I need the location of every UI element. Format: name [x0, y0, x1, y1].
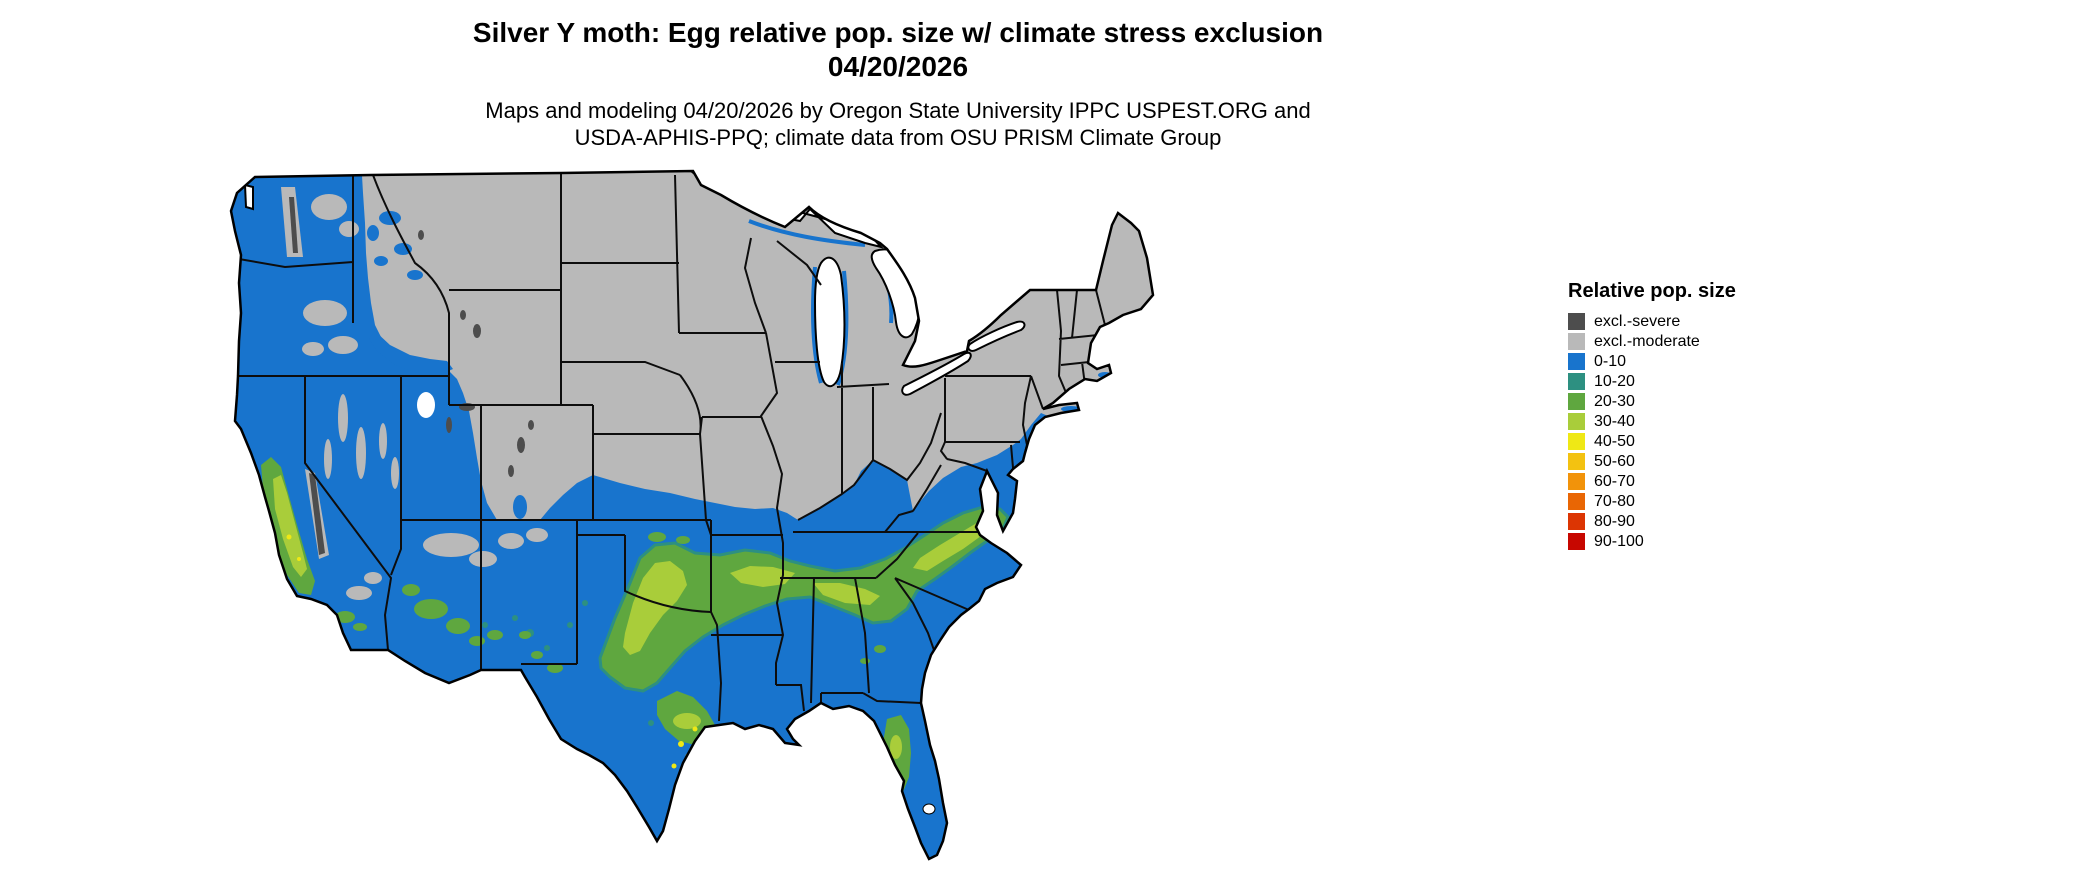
legend-swatch [1568, 353, 1585, 370]
legend-label: excl.-moderate [1594, 333, 1700, 350]
legend-label: 90-100 [1594, 533, 1644, 550]
legend: Relative pop. size excl.-severe excl.-mod… [1568, 280, 1788, 553]
legend-item-excl.-moderate: excl.-moderate [1568, 333, 1788, 350]
map-title-line1: Silver Y moth: Egg relative pop. size w/… [472, 17, 1324, 48]
map-title-date: 04/20/2026 [827, 51, 969, 82]
legend-item-70-80: 70-80 [1568, 493, 1788, 510]
legend-label: 60-70 [1594, 473, 1635, 490]
legend-swatch [1568, 533, 1585, 550]
legend-items: excl.-severe excl.-moderate 0-10 10-20 20-30… [1568, 313, 1788, 550]
legend-swatch [1568, 453, 1585, 470]
legend-swatch [1568, 333, 1585, 350]
legend-item-30-40: 30-40 [1568, 413, 1788, 430]
legend-label: 10-20 [1594, 373, 1635, 390]
legend-item-90-100: 90-100 [1568, 533, 1788, 550]
us-map [225, 163, 1165, 892]
title-block: Silver Y moth: Egg relative pop. size w/… [298, 16, 1498, 151]
legend-label: 40-50 [1594, 433, 1635, 450]
state-borders [238, 173, 1107, 722]
lake-michigan [813, 256, 846, 388]
legend-item-0-10: 0-10 [1568, 353, 1788, 370]
map-subtitle-line1: Maps and modeling 04/20/2026 by Oregon S… [485, 98, 1311, 123]
region-blue-pockets [367, 211, 1112, 519]
legend-item-50-60: 50-60 [1568, 453, 1788, 470]
great-salt-lake [417, 392, 435, 418]
legend-swatch [1568, 413, 1585, 430]
legend-item-40-50: 40-50 [1568, 433, 1788, 450]
region-excl-moderate-west-patches [281, 187, 548, 600]
legend-label: 50-60 [1594, 453, 1635, 470]
legend-swatch [1568, 393, 1585, 410]
subtitle-block: Maps and modeling 04/20/2026 by Oregon S… [298, 97, 1498, 151]
lake-ontario [967, 320, 1026, 352]
legend-item-10-20: 10-20 [1568, 373, 1788, 390]
legend-swatch [1568, 473, 1585, 490]
legend-title: Relative pop. size [1568, 280, 1736, 302]
legend-item-60-70: 60-70 [1568, 473, 1788, 490]
legend-label: 30-40 [1594, 413, 1635, 430]
legend-label: excl.-severe [1594, 313, 1681, 330]
puget-sound [243, 183, 254, 211]
legend-swatch [1568, 313, 1585, 330]
map-subtitle-line2: USDA-APHIS-PPQ; climate data from OSU PR… [574, 125, 1222, 150]
legend-item-80-90: 80-90 [1568, 513, 1788, 530]
legend-label: 70-80 [1594, 493, 1635, 510]
legend-label: 80-90 [1594, 513, 1635, 530]
legend-swatch [1568, 513, 1585, 530]
legend-label: 0-10 [1594, 353, 1627, 370]
us-map-svg [229, 169, 1155, 861]
lake-okeechobee [922, 803, 936, 815]
legend-label: 20-30 [1594, 393, 1635, 410]
legend-item-20-30: 20-30 [1568, 393, 1788, 410]
legend-item-excl.-severe: excl.-severe [1568, 313, 1788, 330]
region-excl-severe-patches [289, 197, 534, 555]
lake-erie [901, 351, 972, 396]
legend-swatch [1568, 493, 1585, 510]
legend-swatch [1568, 373, 1585, 390]
legend-swatch [1568, 433, 1585, 450]
